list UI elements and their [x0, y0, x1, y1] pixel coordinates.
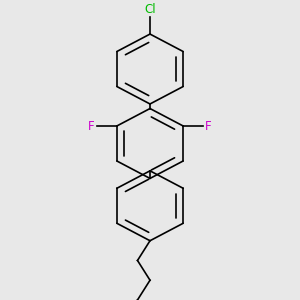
Text: F: F	[88, 119, 95, 133]
Text: F: F	[205, 119, 212, 133]
Text: Cl: Cl	[144, 3, 156, 16]
